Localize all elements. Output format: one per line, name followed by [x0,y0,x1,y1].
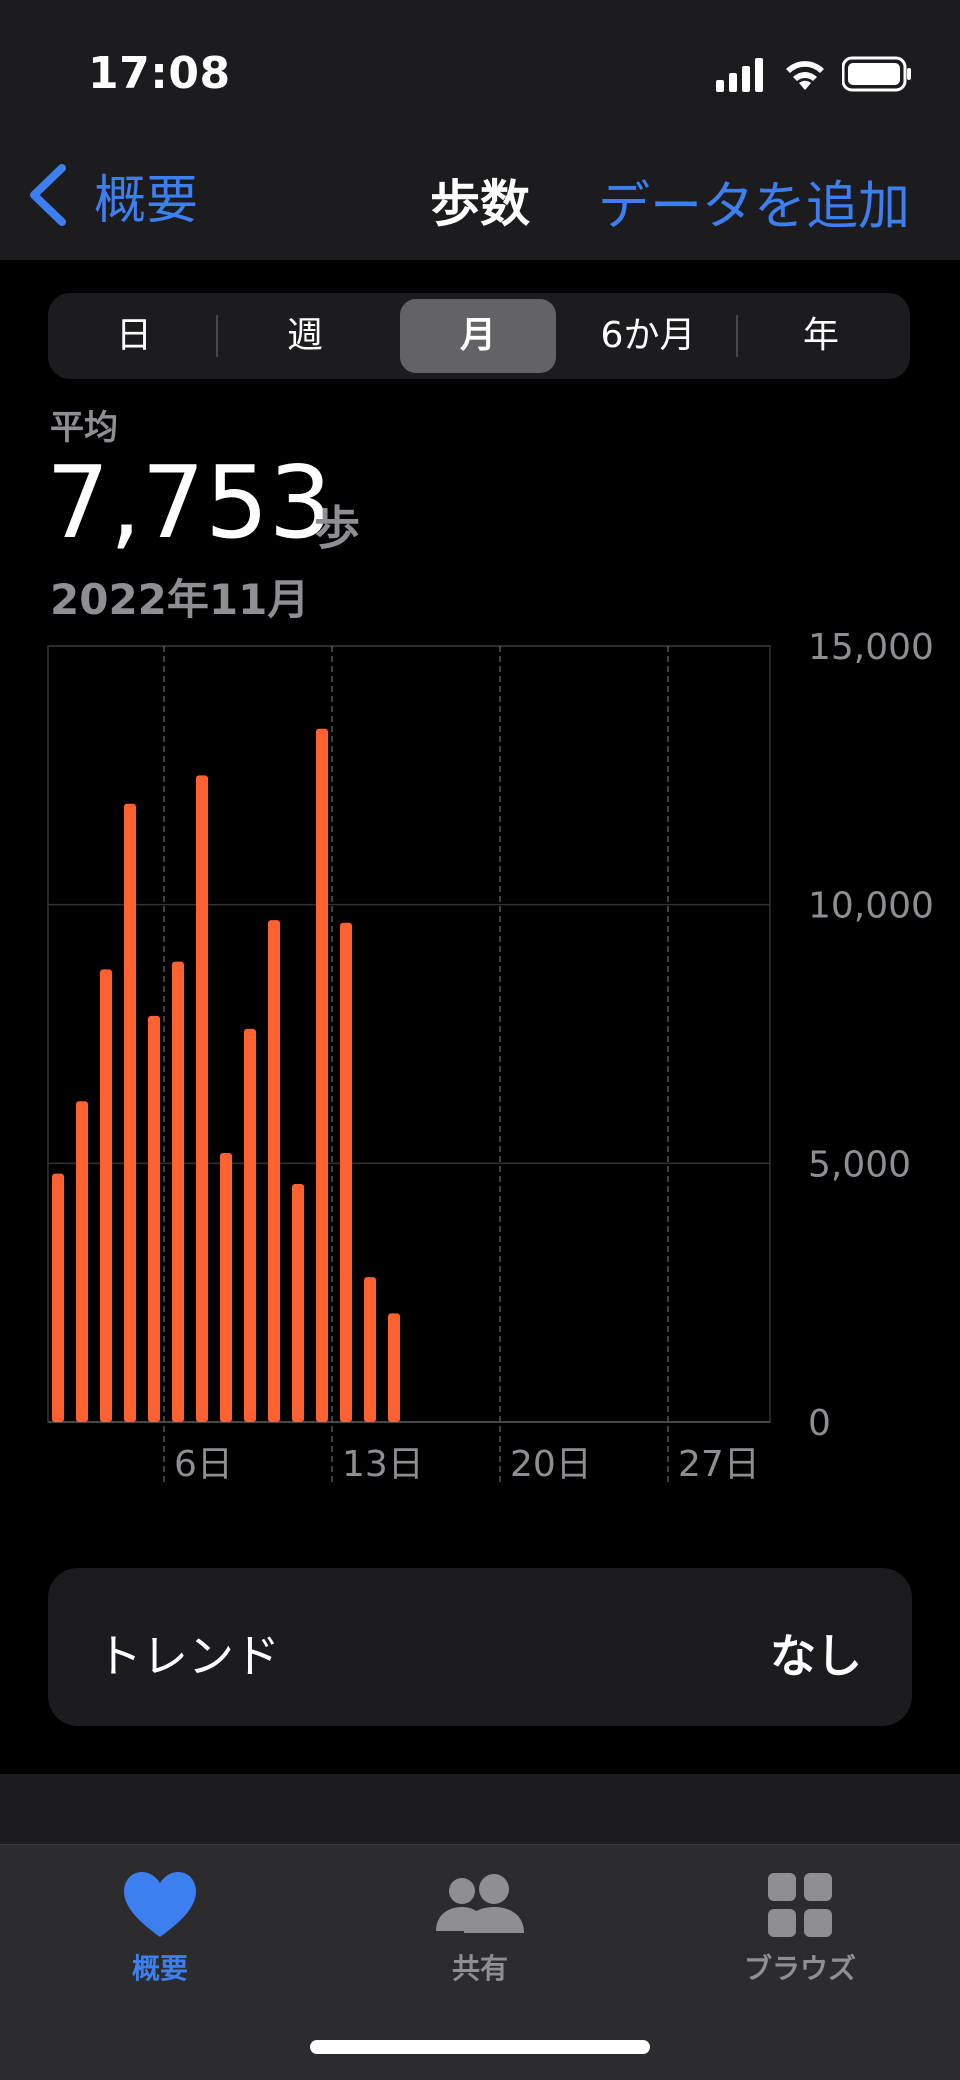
people-icon [436,1874,524,1933]
heart-icon [124,1872,196,1937]
tab-browse[interactable]: ブラウズ [690,1869,910,1987]
trend-card[interactable]: トレンド なし [48,1568,912,1726]
tab-sharing[interactable]: 共有 [370,1869,590,1987]
page-title: 歩数 [430,175,530,233]
y-tick-label: 5,000 [808,1144,911,1185]
y-tick-label: 10,000 [808,886,934,927]
segment-six-months[interactable]: 6か月 [600,315,696,356]
navigation-bar: 概要 歩数 データを追加 [0,130,960,260]
x-tick-label: 27日 [678,1444,760,1485]
y-tick-label: 0 [808,1403,831,1444]
average-label: 平均 [50,408,118,448]
average-unit: 歩 [314,501,360,555]
segment-divider [216,315,218,357]
chevron-left-icon [30,164,66,226]
add-data-button[interactable]: データを追加 [597,177,910,237]
bar-4日 [124,803,136,1422]
bar-13日 [340,922,352,1422]
bar-2日 [76,1101,88,1422]
home-indicator[interactable] [310,2040,650,2054]
date-range: 2022年11月 [50,575,310,624]
bar-5日 [148,1015,160,1422]
bar-7日 [196,775,208,1422]
x-tick-label: 6日 [174,1444,233,1485]
period-selector: 日 週 月 6か月 年 [48,293,910,379]
trend-label: トレンド [96,1629,280,1683]
segment-year[interactable]: 年 [802,315,839,356]
bar-6日 [172,961,184,1422]
status-time: 17:08 [88,48,231,99]
status-bar: 17:08 [0,0,960,130]
bar-10日 [268,920,280,1422]
grid-icon [768,1873,832,1937]
y-tick-label: 15,000 [808,630,934,668]
x-tick-label: 20日 [510,1444,592,1485]
average-value: 7,753 [46,444,333,561]
bar-9日 [244,1028,256,1422]
steps-bar-chart[interactable]: 15,000 10,000 5,000 0 6日 13日 20日 27日 [0,630,960,1500]
tab-summary[interactable]: 概要 [50,1869,270,1987]
bar-8日 [220,1152,232,1422]
segment-day[interactable]: 日 [115,315,152,356]
segment-divider [736,315,738,357]
bar-12日 [316,728,328,1422]
bar-14日 [364,1277,376,1422]
battery-icon [842,56,911,92]
bar-1日 [52,1173,64,1422]
back-label: 概要 [94,170,199,231]
signal-icon [716,58,763,92]
segment-week[interactable]: 週 [286,315,323,356]
bar-11日 [292,1184,304,1422]
back-button[interactable]: 概要 [24,160,199,231]
x-tick-label: 13日 [342,1444,424,1485]
section-background [0,1774,960,1844]
segment-month[interactable]: 月 [400,299,556,373]
bar-15日 [388,1313,400,1422]
wifi-icon [786,61,824,90]
trend-value: なし [770,1629,862,1683]
bar-3日 [100,969,112,1422]
